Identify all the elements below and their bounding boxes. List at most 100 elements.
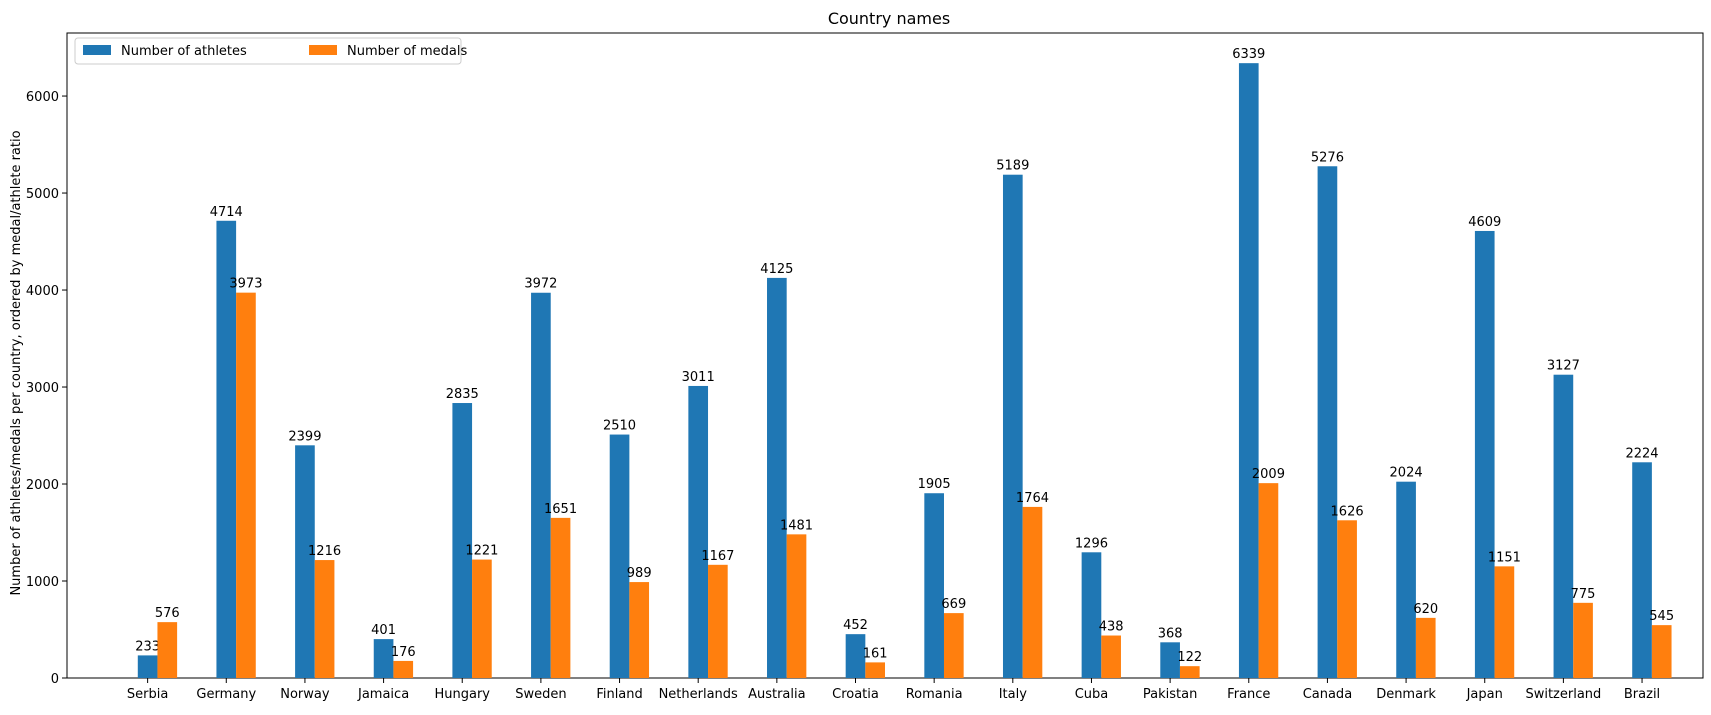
athletes-bar: [216, 220, 237, 678]
medals-value-label: 161: [863, 646, 888, 661]
medals-bar: [1573, 602, 1593, 678]
x-tick-label: Finland: [596, 687, 642, 702]
medals-bar: [550, 517, 571, 678]
medals-bar: [157, 622, 178, 678]
x-tick-label: Brazil: [1624, 687, 1660, 702]
medals-value-label: 775: [1571, 587, 1596, 602]
athletes-value-label: 3127: [1547, 359, 1580, 374]
athletes-value-label: 368: [1158, 626, 1183, 641]
athletes-bar: [295, 445, 315, 678]
athletes-bar: [373, 639, 394, 678]
athletes-bar: [1396, 481, 1416, 678]
legend-swatch-medals: [309, 45, 337, 55]
medals-bar: [629, 582, 650, 678]
athletes-bar: [688, 385, 709, 678]
medals-value-label: 576: [155, 606, 180, 621]
medals-value-label: 1221: [465, 544, 498, 559]
medals-value-label: 3973: [229, 277, 262, 292]
athletes-bar: [531, 292, 551, 678]
x-tick-label: Japan: [1466, 687, 1503, 702]
athletes-value-label: 401: [371, 623, 396, 638]
medals-bar: [1179, 666, 1200, 678]
athletes-bar: [1160, 642, 1180, 678]
athletes-bar: [1238, 63, 1259, 678]
medals-bar: [1337, 520, 1357, 678]
x-tick-label: Netherlands: [659, 687, 738, 702]
medals-value-label: 620: [1413, 602, 1438, 617]
x-tick-label: Canada: [1303, 687, 1352, 702]
medals-value-label: 669: [941, 597, 966, 612]
legend: Number of athletes Number of medals: [74, 37, 468, 65]
athletes-bar: [452, 403, 473, 678]
medals-bar: [786, 534, 807, 678]
x-tick-label: Switzerland: [1525, 687, 1601, 702]
medals-value-label: 1626: [1331, 504, 1364, 519]
athletes-bar: [924, 493, 944, 678]
x-tick-label: Denmark: [1376, 687, 1436, 702]
y-tick-label: 1000: [26, 575, 59, 590]
athletes-value-label: 2399: [288, 429, 321, 444]
x-tick-label: Cuba: [1075, 687, 1109, 702]
medals-value-label: 1651: [544, 502, 577, 517]
athletes-bar: [1553, 374, 1574, 678]
legend-box: [74, 37, 462, 65]
medals-value-label: 2009: [1252, 467, 1285, 482]
athletes-bar: [1317, 166, 1338, 678]
athletes-value-label: 2510: [603, 419, 636, 434]
athletes-bar: [137, 655, 158, 678]
athletes-bar: [845, 634, 866, 678]
athletes-bar: [1002, 174, 1023, 679]
medals-value-label: 545: [1649, 609, 1674, 624]
x-tick-label: Serbia: [127, 687, 168, 702]
athletes-value-label: 4714: [210, 205, 243, 220]
medals-bar: [236, 292, 256, 678]
y-tick-label: 5000: [26, 187, 59, 202]
athletes-value-label: 6339: [1232, 47, 1265, 62]
x-tick-label: Sweden: [515, 687, 566, 702]
legend-swatch-athletes: [83, 45, 111, 55]
plot-area: 0 1000 2000 3000 4000 5000 6000 Serbia 233 576 Ger…: [26, 32, 1704, 702]
legend-label-medals: Number of medals: [347, 44, 468, 59]
x-tick-label: Norway: [280, 687, 330, 702]
medals-bar: [1415, 617, 1436, 678]
athletes-value-label: 1905: [918, 477, 951, 492]
y-tick-label: 4000: [26, 284, 59, 299]
medals-bar: [1651, 625, 1672, 678]
medals-value-label: 1151: [1488, 550, 1521, 565]
athletes-value-label: 4125: [760, 262, 793, 277]
athletes-value-label: 5189: [996, 159, 1029, 174]
medals-bar: [1258, 483, 1279, 678]
athletes-value-label: 3972: [524, 277, 557, 292]
medals-value-label: 438: [1099, 620, 1124, 635]
athletes-value-label: 233: [135, 639, 160, 654]
athletes-value-label: 2024: [1390, 466, 1423, 481]
medals-value-label: 989: [627, 566, 652, 581]
athletes-value-label: 3011: [682, 370, 715, 385]
medals-value-label: 1216: [308, 544, 341, 559]
medals-bar: [1494, 566, 1515, 678]
athletes-value-label: 5276: [1311, 150, 1344, 165]
y-axis-label: Number of athletes/medals per country, o…: [9, 130, 24, 595]
athletes-bar: [609, 434, 630, 678]
legend-label-athletes: Number of athletes: [121, 44, 247, 59]
x-tick-label: Romania: [906, 687, 963, 702]
athletes-value-label: 2835: [446, 387, 479, 402]
x-tick-label: Germany: [196, 687, 256, 702]
y-tick-label: 2000: [26, 478, 59, 493]
medals-bar: [1101, 635, 1121, 678]
athletes-bar: [1474, 230, 1495, 678]
athletes-value-label: 452: [843, 618, 868, 633]
athletes-bar: [1081, 552, 1102, 678]
medals-value-label: 122: [1177, 650, 1202, 665]
athletes-value-label: 1296: [1075, 536, 1108, 551]
medals-bar: [865, 662, 885, 678]
medals-value-label: 1764: [1016, 491, 1049, 506]
x-tick-label: Hungary: [434, 687, 490, 702]
y-tick-label: 3000: [26, 381, 59, 396]
y-tick-label: 0: [51, 672, 59, 687]
athletes-value-label: 2224: [1625, 446, 1658, 461]
x-tick-label: Croatia: [832, 687, 879, 702]
y-tick-label: 6000: [26, 90, 59, 105]
